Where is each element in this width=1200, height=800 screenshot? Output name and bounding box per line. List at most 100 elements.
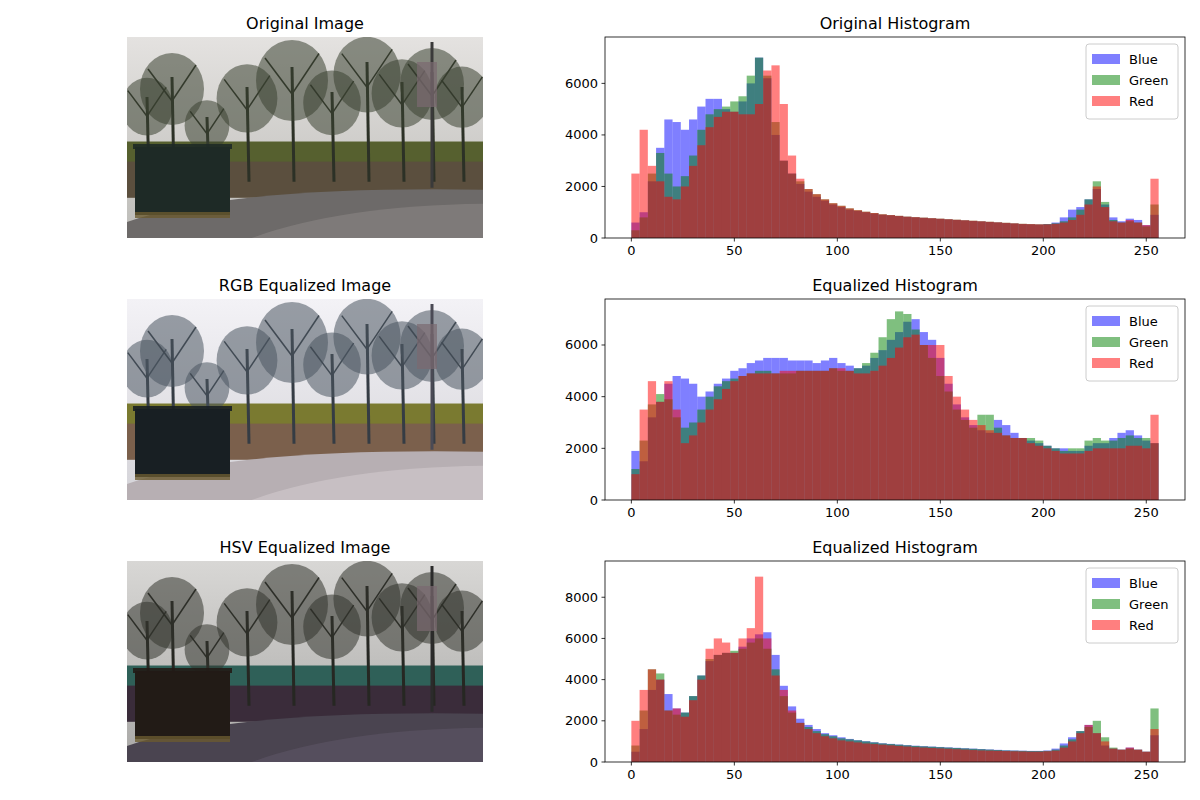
histogram-bar [862,212,870,238]
histogram-bar [854,373,862,500]
histogram-bar [986,222,994,238]
histogram-bar [903,745,911,762]
histogram-bar [1002,223,1010,238]
histogram-bar [1060,223,1068,238]
series [631,632,1158,762]
x-tick-label: 150 [928,505,953,520]
histogram-bar [920,345,928,500]
histogram-bar [887,745,895,762]
histogram-bar [780,690,788,762]
histogram-bar [862,212,870,238]
histogram-bar [829,735,837,762]
legend-label: Red [1129,94,1154,109]
histogram-bar [936,219,944,238]
histogram-bar [1052,223,1060,238]
histogram-bar [1142,752,1150,762]
histogram-bar [656,153,664,238]
banner [417,62,437,107]
histogram-bar [854,368,862,500]
histogram-bar [1002,223,1010,238]
histogram-bar [854,210,862,238]
histogram-bar [664,694,672,762]
x-tick-label: 100 [825,505,850,520]
x-tick [1043,238,1044,242]
histogram-bar [1093,443,1101,500]
histogram-bar [689,119,697,238]
histogram-bar [994,433,1002,500]
histogram-bar [796,723,804,762]
histogram-bar [829,368,837,500]
histogram-bar [1093,448,1101,500]
y-tick-label: 2000 [565,713,598,728]
histogram-bar [994,751,1002,762]
legend-patch [1092,75,1120,85]
axes: 05010015020025002000400060008000 [565,561,1185,782]
histogram-bar [994,428,1002,500]
histogram-bar [1150,708,1158,762]
histogram-bar [821,733,829,762]
histogram-bar [1076,207,1084,238]
x-tick-label: 50 [726,505,743,520]
image-panel [127,561,483,762]
y-tick-label: 6000 [565,631,598,646]
histogram-bar [1076,451,1084,500]
x-tick-label: 0 [627,505,635,520]
histogram-bar [813,371,821,500]
histogram-bar [936,219,944,238]
histogram-bar [1117,438,1125,500]
histogram-bar [1076,215,1084,238]
histogram-bar [961,220,969,238]
chart-title: Equalized Histogram [812,276,978,295]
histogram-bar [1101,741,1109,762]
histogram-bar [697,680,705,762]
histogram-bar [763,373,771,500]
histogram-bar [1002,750,1010,762]
x-tick [1043,762,1044,766]
cabinet-roof [133,406,232,411]
histogram-bar [1076,733,1084,762]
histogram-bar [920,746,928,762]
histogram-bar [771,373,779,500]
histogram-bar [829,358,837,500]
histogram-bar [895,332,903,500]
cabinet-roof [133,144,232,149]
cabinet-base [135,474,230,480]
cabinet [135,671,230,739]
histogram-bar [1076,731,1084,762]
series [631,65,1158,238]
histogram-bar [911,746,919,762]
histogram-bar [1109,217,1117,238]
histogram-bar [763,638,771,762]
series [631,58,1158,238]
histogram-bar [1019,224,1027,238]
histogram-bar [1027,443,1035,500]
y-tick-label: 2000 [565,179,598,194]
histogram-bar [1126,748,1134,762]
histogram-bar [788,706,796,762]
x-tick-label: 0 [627,243,635,258]
histogram-bar [1010,438,1018,500]
histogram-bar [1142,438,1150,500]
legend-label: Green [1129,335,1168,350]
legend-label: Red [1129,356,1154,371]
series [631,577,1158,762]
x-tick-label: 250 [1134,243,1159,258]
histogram-bar [730,381,738,500]
histogram-bar [738,376,746,500]
histogram-bar [953,220,961,238]
histogram-bar [738,114,746,238]
x-tick-label: 200 [1031,767,1056,782]
histogram-bar [994,750,1002,762]
tree-crown [435,67,483,128]
histogram-bar [1068,737,1076,762]
histogram-bar [640,130,648,238]
x-tick [837,500,838,504]
histogram-bar [846,739,854,762]
histogram-bar [681,379,689,500]
histogram-bar [1035,752,1043,762]
histogram-bar [1117,223,1125,238]
histogram-bar [953,220,961,238]
histogram-bar [1126,435,1134,500]
histogram-bar [796,371,804,500]
histogram-bar [879,743,887,762]
